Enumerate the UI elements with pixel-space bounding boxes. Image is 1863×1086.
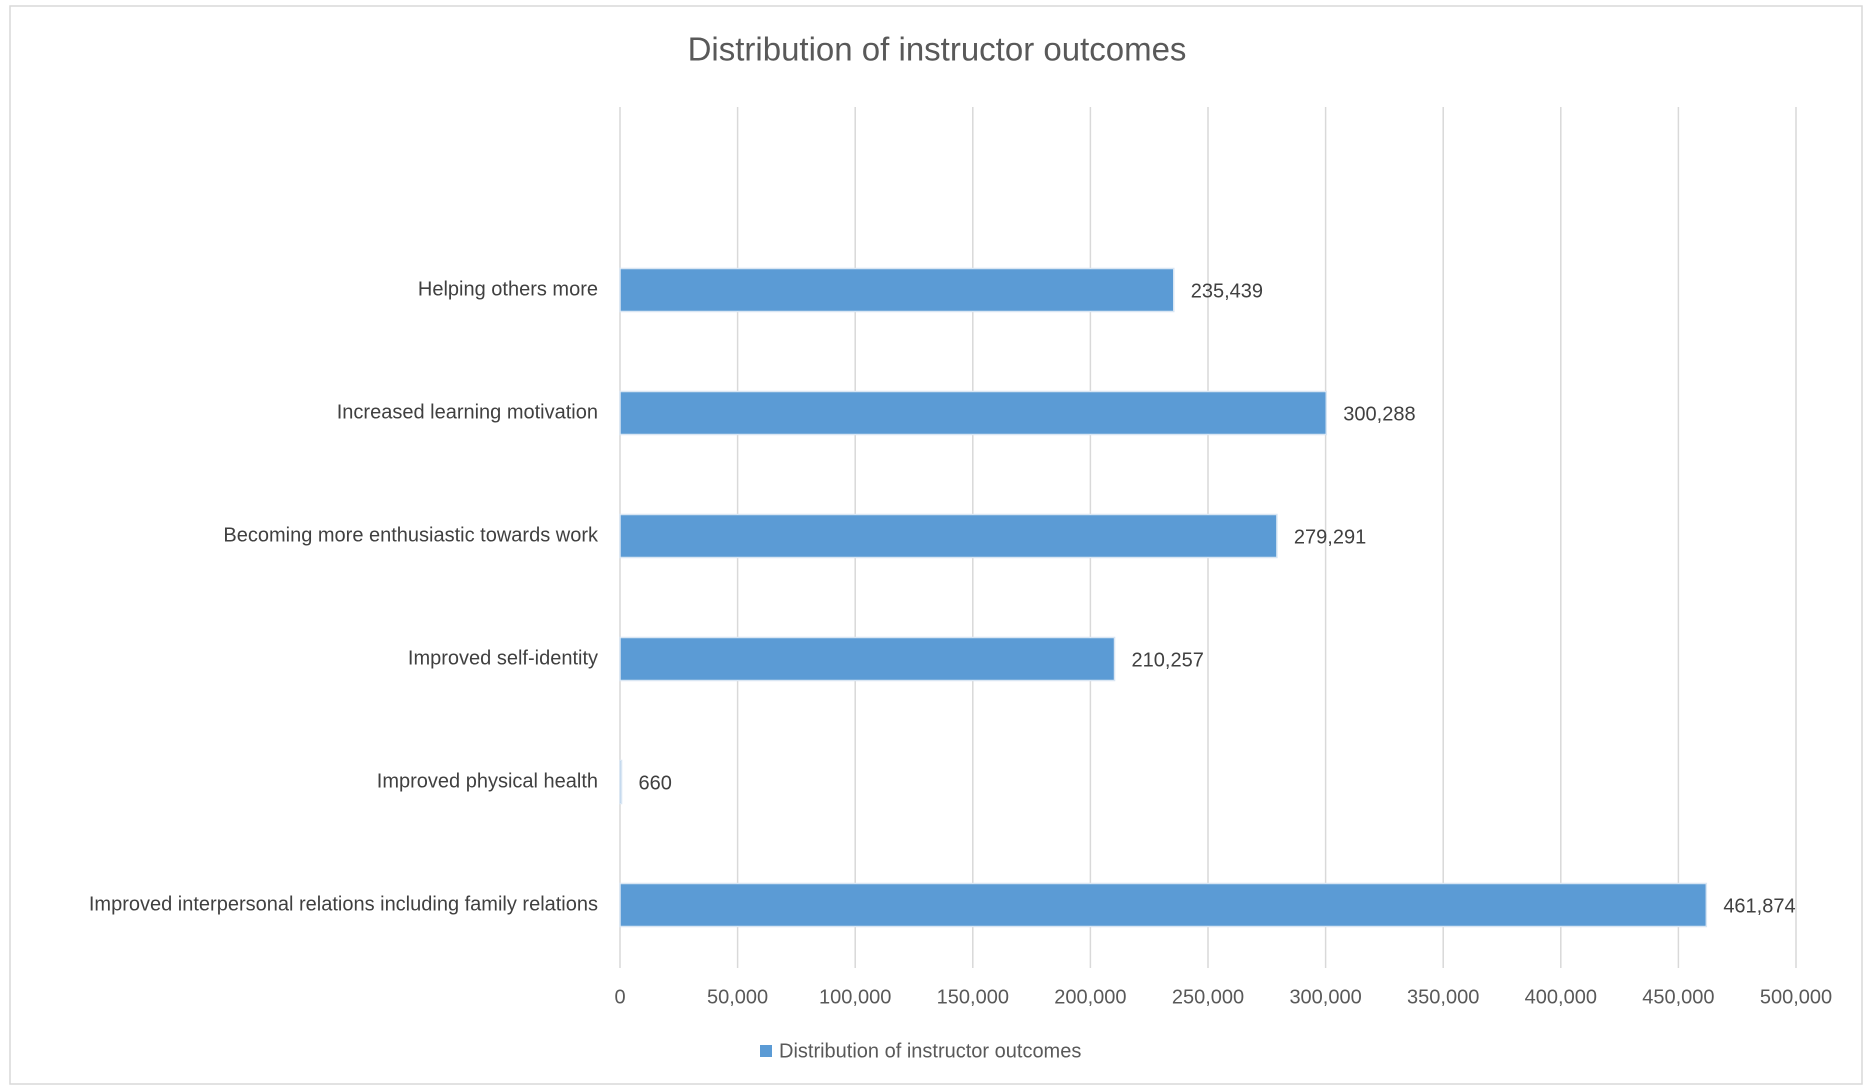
data-label: 660 — [639, 772, 672, 794]
data-label: 279,291 — [1294, 526, 1366, 548]
legend-label: Distribution of instructor outcomes — [779, 1040, 1081, 1062]
y-tick-label: Improved interpersonal relations includi… — [89, 893, 598, 915]
chart-title: Distribution of instructor outcomes — [688, 31, 1187, 68]
x-tick-label: 0 — [614, 986, 625, 1008]
data-label: 300,288 — [1343, 403, 1415, 425]
y-tick-label: Improved self-identity — [408, 647, 598, 669]
y-tick-label: Improved physical health — [377, 770, 598, 792]
bar — [619, 882, 1708, 928]
x-tick-label: 100,000 — [819, 986, 891, 1008]
data-label: 210,257 — [1132, 649, 1204, 671]
bar — [619, 636, 1116, 682]
x-tick-label: 350,000 — [1407, 986, 1479, 1008]
x-tick-label: 500,000 — [1760, 986, 1832, 1008]
x-tick-label: 450,000 — [1642, 986, 1714, 1008]
y-tick-label: Increased learning motivation — [337, 401, 598, 423]
bar — [619, 759, 623, 805]
x-tick-label: 150,000 — [937, 986, 1009, 1008]
x-tick-label: 400,000 — [1525, 986, 1597, 1008]
y-tick-label: Helping others more — [418, 278, 598, 300]
x-tick-label: 50,000 — [707, 986, 768, 1008]
bar — [619, 390, 1328, 436]
data-label: 461,874 — [1723, 895, 1795, 917]
y-tick-label: Becoming more enthusiastic towards work — [223, 524, 599, 546]
x-tick-label: 250,000 — [1172, 986, 1244, 1008]
legend-swatch — [760, 1045, 772, 1057]
x-tick-label: 300,000 — [1289, 986, 1361, 1008]
bar — [619, 267, 1175, 313]
data-label: 235,439 — [1191, 280, 1263, 302]
bar — [619, 513, 1278, 559]
x-tick-label: 200,000 — [1054, 986, 1126, 1008]
